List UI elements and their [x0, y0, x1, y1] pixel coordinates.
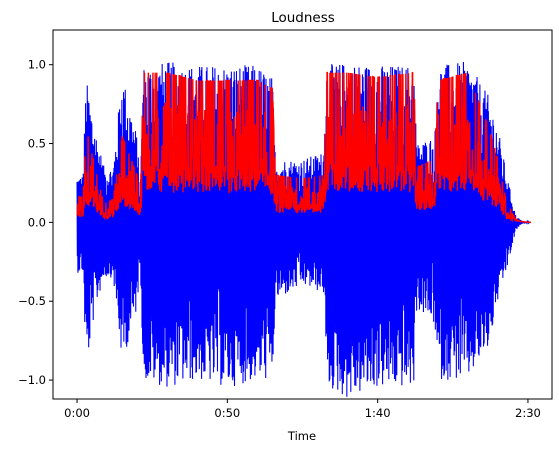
y-tick-label: 1.0 — [28, 58, 46, 72]
plot-area — [76, 62, 532, 397]
y-tick-label: 0.5 — [28, 137, 46, 151]
x-axis: 0:00 0:50 1:40 2:30 — [64, 399, 541, 420]
y-tick-label: 0.0 — [28, 215, 46, 229]
y-tick-label: −0.5 — [18, 294, 46, 308]
y-axis: −1.0 −0.5 0.0 0.5 1.0 — [18, 58, 53, 387]
x-tick-label: 1:40 — [365, 406, 391, 420]
plot-frame — [52, 29, 553, 400]
series-loudness-line — [76, 71, 532, 224]
x-tick-label: 0:50 — [214, 406, 240, 420]
y-tick-label: −1.0 — [18, 373, 46, 387]
chart-title: Loudness — [271, 10, 335, 26]
x-tick-label: 2:30 — [515, 406, 541, 420]
x-axis-label: Time — [287, 429, 316, 443]
series-waveform-line — [76, 62, 532, 397]
x-tick-label: 0:00 — [64, 406, 90, 420]
